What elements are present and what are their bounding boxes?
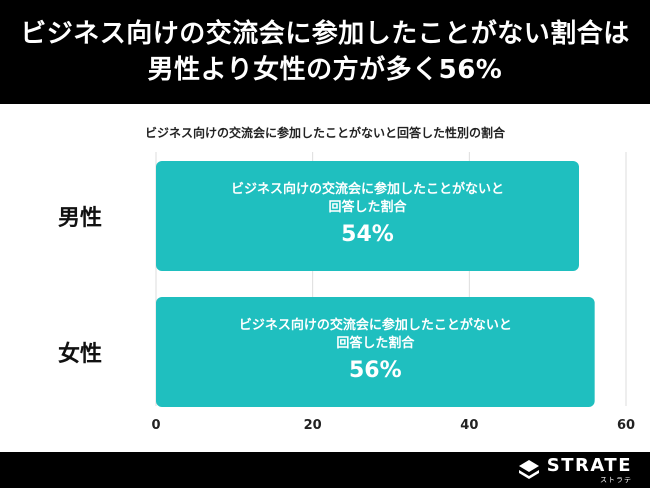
bar-label-group-1: ビジネス向けの交流会に参加したことがないと 回答した割合 56%	[156, 297, 595, 407]
headline-line-2: 男性より女性の方が多く56%	[147, 55, 503, 85]
bar-description-1-1: 回答した割合	[336, 336, 415, 351]
logo-kana: ストラテ	[600, 476, 632, 484]
bar-value-label-0: 54%	[341, 222, 394, 247]
x-tick-label-2: 40	[460, 418, 478, 433]
category-label-1: 女性	[57, 342, 102, 367]
bar-0	[156, 161, 579, 271]
bar-description-1-0: ビジネス向けの交流会に参加したことがないと	[238, 318, 512, 333]
logo-wordmark: STRATE	[546, 455, 632, 476]
strate-logo-icon	[518, 460, 539, 479]
bar-value-label-1: 56%	[348, 358, 402, 383]
footer-bar: STRATE ストラテ	[0, 452, 650, 488]
x-tick-label-1: 20	[304, 418, 322, 433]
x-tick-label-3: 60	[617, 418, 635, 433]
chart-title: ビジネス向けの交流会に参加したことがないと回答した性別の割合	[144, 126, 505, 140]
x-tick-label-0: 0	[151, 418, 160, 433]
header-banner: ビジネス向けの交流会に参加したことがない割合は 男性より女性の方が多く56%	[0, 0, 650, 104]
bar-label-group-0: ビジネス向けの交流会に参加したことがないと 回答した割合 54%	[156, 161, 579, 271]
bar-description-0-1: 回答した割合	[328, 200, 407, 215]
bar-1	[156, 297, 595, 407]
headline-line-1: ビジネス向けの交流会に参加したことがない割合は	[20, 19, 630, 49]
bar-chart: 0 20 40 60	[151, 152, 635, 433]
bar-description-0-0: ビジネス向けの交流会に参加したことがないと	[230, 182, 504, 197]
strate-logo: STRATE ストラテ	[517, 456, 632, 484]
category-label-0: 男性	[57, 206, 102, 231]
